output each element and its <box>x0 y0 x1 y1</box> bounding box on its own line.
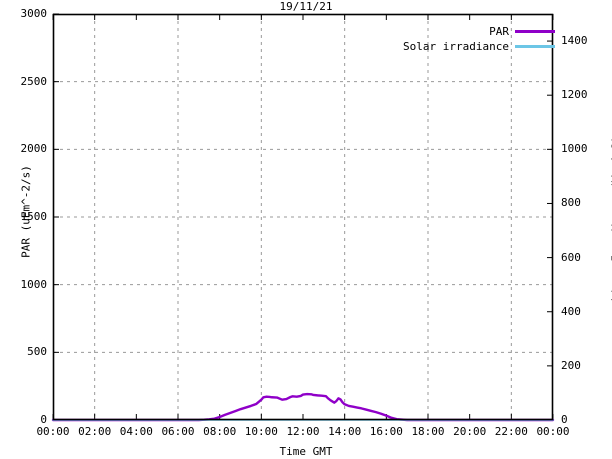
y-axis-left-tick-label: 2000 <box>20 142 48 156</box>
y-axis-right-tick-label: 400 <box>561 304 581 318</box>
legend-item-solar-irradiance: Solar irradiance <box>395 39 555 54</box>
y-axis-left-tick-label: 2500 <box>20 74 48 88</box>
y-axis-right-tick-label: 1000 <box>561 142 588 156</box>
plot-frame <box>52 13 554 421</box>
x-axis-tick-label: 04:00 <box>119 425 153 438</box>
x-axis-tick-label: 12:00 <box>286 425 320 438</box>
legend-label-solar-irradiance: Solar irradiance <box>403 40 509 53</box>
legend-item-par: PAR <box>395 24 555 39</box>
y-axis-left-tick-label: 3000 <box>20 7 48 20</box>
y-axis-left-tick-label: 0 <box>40 413 47 426</box>
y-axis-right-tick-label: 1200 <box>561 88 588 102</box>
x-axis-tick-label: 10:00 <box>244 425 278 438</box>
tick-marks <box>52 13 554 421</box>
y-axis-left-tick-label: 1000 <box>20 277 48 291</box>
x-axis-tick-label: 22:00 <box>494 425 528 438</box>
x-axis-tick-label: 02:00 <box>78 425 112 438</box>
x-axis-tick-label: 08:00 <box>203 425 237 438</box>
y-axis-right-tick-label: 800 <box>561 196 581 210</box>
legend-swatch-solar-irradiance <box>515 45 555 48</box>
x-axis-tick-label: 00:00 <box>536 425 570 438</box>
y-axis-right-tick-label: 600 <box>561 250 581 264</box>
x-axis-label: Time GMT <box>279 445 333 458</box>
x-axis-tick-label: 14:00 <box>328 425 362 438</box>
x-axis-tick-label: 20:00 <box>453 425 487 438</box>
y-axis-left-tick-label: 500 <box>27 345 47 359</box>
legend-swatch-par <box>515 30 555 33</box>
y-axis-right-tick-label: 200 <box>561 358 581 372</box>
x-axis-tick-label: 06:00 <box>161 425 195 438</box>
x-axis-tick-label: 00:00 <box>36 425 70 438</box>
chart-title: 19/11/21 <box>279 0 333 13</box>
y-axis-right-tick-label: 1400 <box>561 34 588 48</box>
legend-label-par: PAR <box>489 25 509 38</box>
x-axis-tick-label: 16:00 <box>369 425 403 438</box>
chart-legend: PAR Solar irradiance <box>395 24 555 54</box>
y-axis-left-tick-label: 1500 <box>20 210 48 223</box>
x-axis-tick-label: 18:00 <box>411 425 445 438</box>
grid-lines <box>53 14 553 420</box>
y-axis-right-tick-label: 0 <box>561 413 568 426</box>
